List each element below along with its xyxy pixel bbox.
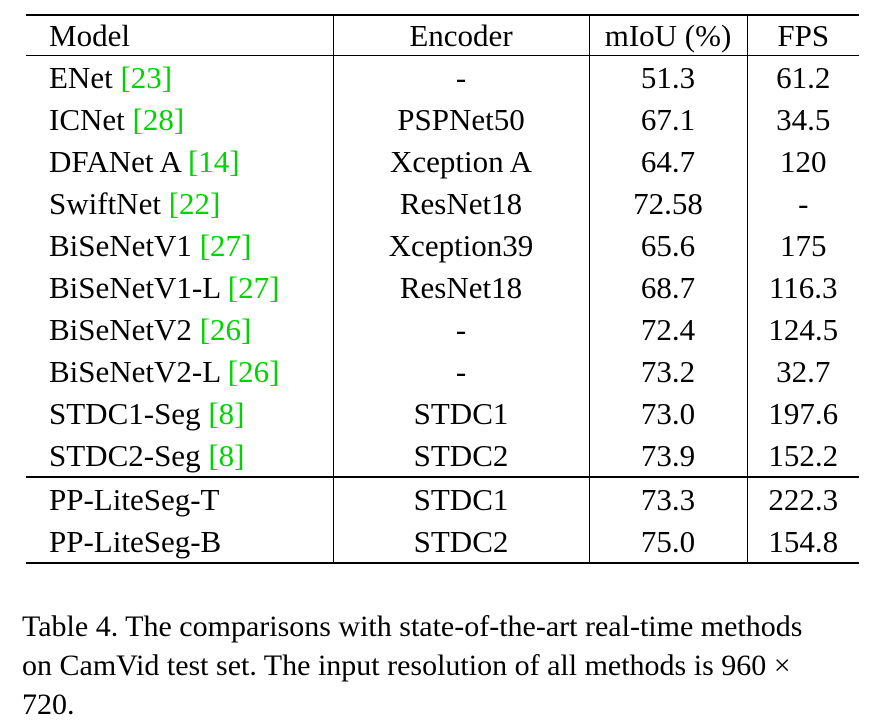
model-cell: DFANet A [14] — [26, 140, 333, 182]
fps-cell: 175 — [746, 224, 859, 266]
fps-cell: 61.2 — [746, 55, 859, 98]
miou-cell: 64.7 — [588, 140, 747, 182]
miou-cell: 73.3 — [588, 476, 747, 520]
table-header-row: Model Encoder mIoU (%) FPS — [26, 14, 859, 56]
caption-line: Table 4. The comparisons with state-of-t… — [22, 610, 803, 643]
model-name: BiSeNetV2 — [49, 311, 192, 347]
encoder-cell: Xception39 — [332, 224, 589, 266]
miou-cell-best: 75.0 — [588, 520, 747, 564]
header-miou: mIoU (%) — [588, 14, 747, 56]
encoder-cell: - — [332, 308, 589, 350]
fps-cell: 152.2 — [746, 434, 859, 477]
model-name: ICNet — [49, 101, 125, 137]
table-row: STDC2-Seg [8] STDC2 73.9 152.2 — [26, 434, 859, 477]
table-row-ours: PP-LiteSeg-B STDC2 75.0 154.8 — [26, 520, 859, 564]
table-row: DFANet A [14] Xception A 64.7 120 — [26, 140, 859, 182]
fps-cell: 34.5 — [746, 98, 859, 140]
fps-cell: 116.3 — [746, 266, 859, 308]
model-name: SwiftNet — [49, 185, 161, 221]
fps-cell: 32.7 — [746, 350, 859, 392]
fps-cell: 120 — [746, 140, 859, 182]
model-cell: BiSeNetV1-L [27] — [26, 266, 333, 308]
table-row: BiSeNetV1 [27] Xception39 65.6 175 — [26, 224, 859, 266]
fps-cell: 124.5 — [746, 308, 859, 350]
table-row: BiSeNetV2-L [26] - 73.2 32.7 — [26, 350, 859, 392]
header-fps: FPS — [746, 14, 859, 56]
encoder-cell: STDC1 — [332, 476, 589, 520]
model-name: STDC2-Seg — [49, 437, 201, 473]
fps-cell: 197.6 — [746, 392, 859, 434]
fps-cell: 154.8 — [746, 520, 859, 564]
model-cell: STDC1-Seg [8] — [26, 392, 333, 434]
model-cell: PP-LiteSeg-B — [26, 520, 333, 564]
model-name: STDC1-Seg — [49, 395, 201, 431]
table-row: SwiftNet [22] ResNet18 72.58 - — [26, 182, 859, 224]
miou-cell: 67.1 — [588, 98, 747, 140]
citation-link[interactable]: [8] — [208, 395, 245, 431]
header-encoder: Encoder — [332, 14, 589, 56]
citation-link[interactable]: [8] — [208, 437, 245, 473]
encoder-cell: STDC1 — [332, 392, 589, 434]
caption-line: 720. — [22, 688, 75, 721]
header-model: Model — [26, 14, 333, 56]
model-cell: PP-LiteSeg-T — [26, 476, 333, 520]
model-cell: SwiftNet [22] — [26, 182, 333, 224]
model-name: BiSeNetV1-L — [49, 269, 221, 305]
citation-link[interactable]: [27] — [199, 227, 252, 263]
model-name: DFANet A — [49, 143, 181, 179]
table-row: ENet [23] - 51.3 61.2 — [26, 55, 859, 99]
encoder-cell: PSPNet50 — [332, 98, 589, 140]
miou-cell: 72.58 — [588, 182, 747, 224]
model-name: BiSeNetV2-L — [49, 353, 221, 389]
citation-link[interactable]: [26] — [227, 353, 280, 389]
table-caption: Table 4. The comparisons with state-of-t… — [22, 607, 862, 724]
model-cell: STDC2-Seg [8] — [26, 434, 333, 477]
model-cell: BiSeNetV2-L [26] — [26, 350, 333, 392]
miou-cell: 72.4 — [588, 308, 747, 350]
miou-cell: 73.9 — [588, 434, 747, 477]
miou-cell: 73.0 — [588, 392, 747, 434]
table-row: BiSeNetV1-L [27] ResNet18 68.7 116.3 — [26, 266, 859, 308]
table-row: BiSeNetV2 [26] - 72.4 124.5 — [26, 308, 859, 350]
comparison-table: Model Encoder mIoU (%) FPS ENet [23] - 5… — [26, 14, 859, 564]
miou-cell: 65.6 — [588, 224, 747, 266]
miou-cell: 68.7 — [588, 266, 747, 308]
table-row: ICNet [28] PSPNet50 67.1 34.5 — [26, 98, 859, 140]
encoder-cell: ResNet18 — [332, 182, 589, 224]
fps-cell: - — [746, 182, 859, 224]
model-name: BiSeNetV1 — [49, 227, 192, 263]
model-cell: ENet [23] — [26, 56, 333, 99]
model-cell: BiSeNetV2 [26] — [26, 308, 333, 350]
table-row-ours: PP-LiteSeg-T STDC1 73.3 222.3 — [26, 476, 859, 520]
caption-line: on CamVid test set. The input resolution… — [22, 649, 791, 682]
encoder-cell: - — [332, 350, 589, 392]
model-cell: BiSeNetV1 [27] — [26, 224, 333, 266]
citation-link[interactable]: [26] — [199, 311, 252, 347]
citation-link[interactable]: [27] — [227, 269, 280, 305]
citation-link[interactable]: [22] — [168, 185, 221, 221]
citation-link[interactable]: [14] — [187, 143, 240, 179]
fps-cell-best: 222.3 — [746, 476, 859, 520]
encoder-cell: Xception A — [332, 140, 589, 182]
encoder-cell: STDC2 — [332, 520, 589, 564]
model-cell: ICNet [28] — [26, 98, 333, 140]
miou-cell: 51.3 — [588, 55, 747, 98]
table-row: STDC1-Seg [8] STDC1 73.0 197.6 — [26, 392, 859, 434]
citation-link[interactable]: [28] — [132, 101, 185, 137]
miou-cell: 73.2 — [588, 350, 747, 392]
encoder-cell: - — [332, 55, 589, 98]
encoder-cell: STDC2 — [332, 434, 589, 477]
citation-link[interactable]: [23] — [120, 59, 173, 95]
encoder-cell: ResNet18 — [332, 266, 589, 308]
model-name: ENet — [49, 59, 113, 95]
